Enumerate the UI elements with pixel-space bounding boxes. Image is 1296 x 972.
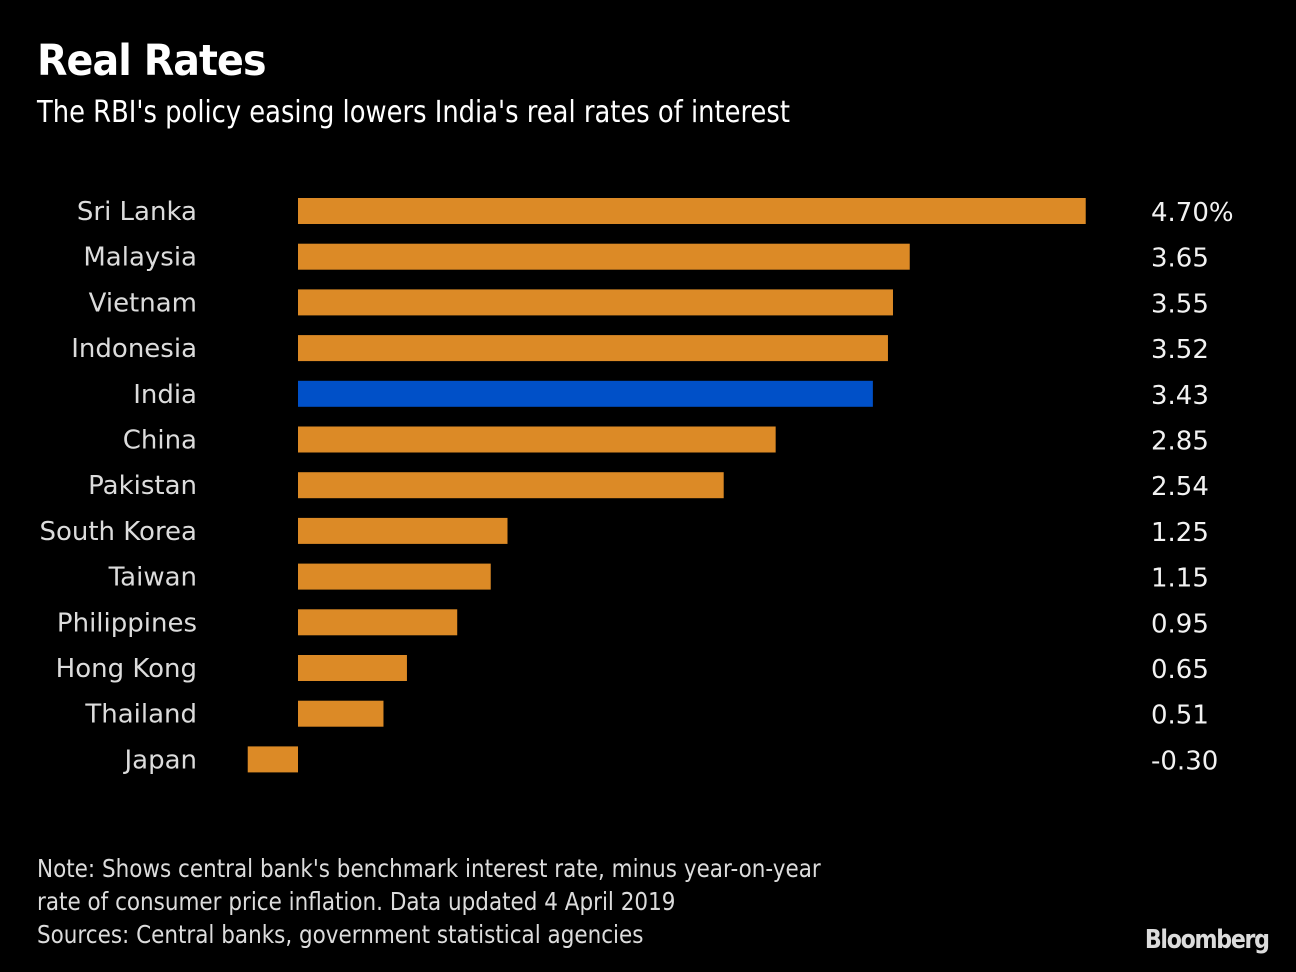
footnote-line: Note: Shows central bank's benchmark int… [37, 854, 821, 883]
bar-china [298, 426, 776, 453]
footnote-line: Sources: Central banks, government stati… [37, 920, 644, 949]
footnote: Note: Shows central bank's benchmark int… [37, 852, 821, 951]
bar-pakistan [298, 472, 724, 499]
value-label: 3.55 [1151, 289, 1209, 319]
category-label: Taiwan [108, 563, 197, 593]
bar-philippines [298, 609, 458, 636]
value-label: 3.65 [1151, 244, 1209, 274]
category-label: Philippines [57, 608, 197, 638]
bar-india [298, 380, 873, 407]
bar-hong-kong [298, 655, 407, 681]
bloomberg-logo: Bloomberg [1145, 925, 1270, 955]
bar-thailand [298, 700, 384, 727]
bar-south-korea [298, 517, 508, 544]
bar-malaysia [298, 243, 910, 270]
bar-vietnam [298, 289, 893, 316]
bar-taiwan [298, 563, 491, 590]
value-label: 4.70% [1151, 198, 1234, 228]
value-label: 2.85 [1151, 427, 1209, 457]
category-label: Hong Kong [56, 654, 197, 684]
value-label: 2.54 [1151, 472, 1209, 502]
footnote-line: rate of consumer price inflation. Data u… [37, 887, 676, 916]
chart-title: Real Rates [37, 36, 266, 86]
bar-indonesia [298, 335, 888, 362]
bar-sri-lanka [298, 198, 1086, 224]
value-label: 3.43 [1151, 381, 1209, 411]
value-label: 0.65 [1151, 655, 1209, 685]
value-label: -0.30 [1151, 746, 1218, 776]
value-label: 3.52 [1151, 335, 1209, 365]
value-label: 1.15 [1151, 564, 1209, 594]
category-label: Indonesia [71, 334, 197, 364]
value-label: 1.25 [1151, 518, 1209, 548]
category-label: Thailand [84, 700, 197, 730]
chart-subtitle: The RBI's policy easing lowers India's r… [37, 95, 790, 130]
category-label: South Korea [39, 517, 197, 547]
category-label: Japan [122, 745, 197, 775]
category-label: Malaysia [83, 243, 197, 273]
category-label: China [123, 426, 197, 456]
bar-japan [247, 746, 298, 773]
value-label: 0.95 [1151, 609, 1209, 639]
category-label: Sri Lanka [77, 197, 197, 227]
value-label: 0.51 [1151, 701, 1209, 731]
category-label: India [133, 380, 197, 410]
category-label: Vietnam [89, 288, 197, 318]
category-label: Pakistan [88, 471, 197, 501]
